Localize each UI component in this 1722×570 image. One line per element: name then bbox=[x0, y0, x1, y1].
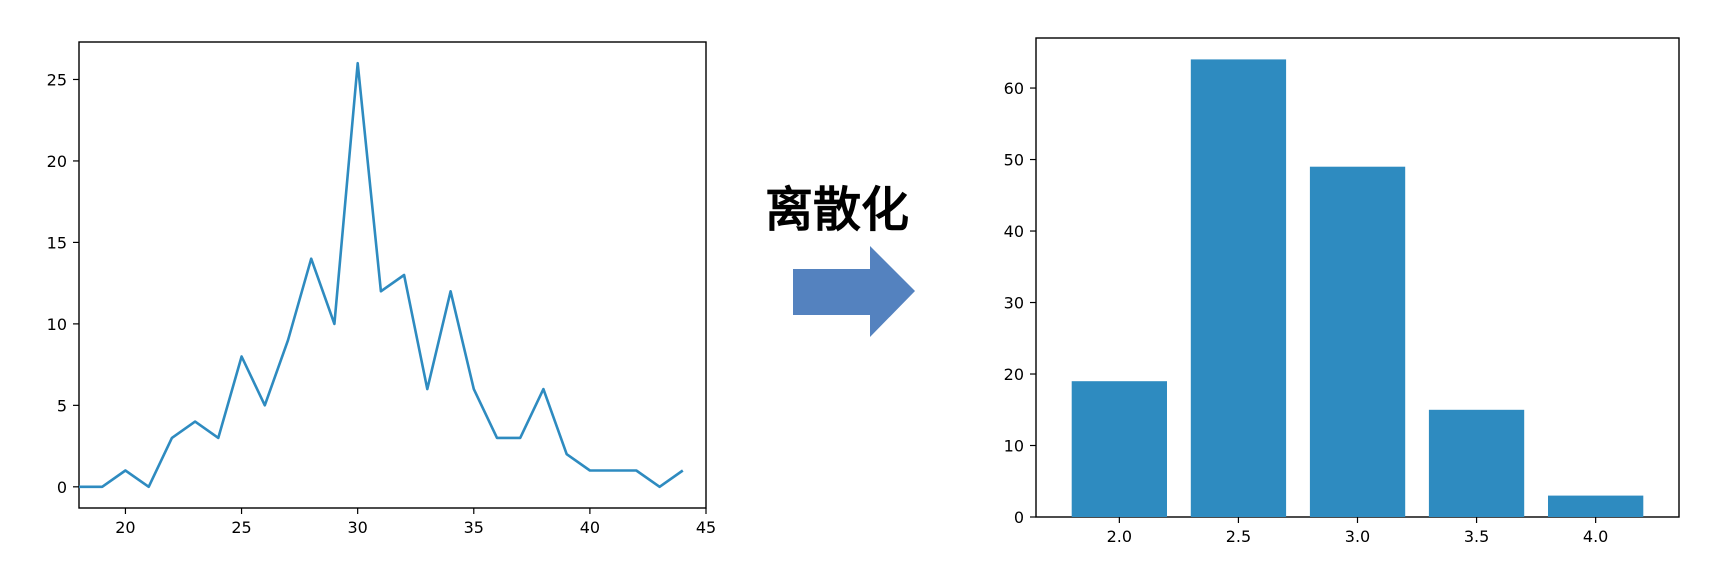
x-tick-label: 4.0 bbox=[1583, 527, 1608, 546]
y-tick-label: 50 bbox=[1004, 151, 1024, 170]
x-tick-label: 25 bbox=[231, 518, 251, 537]
x-tick-label: 3.5 bbox=[1464, 527, 1489, 546]
line-series bbox=[79, 61, 684, 489]
y-tick-label: 10 bbox=[1004, 437, 1024, 456]
x-tick-label: 2.5 bbox=[1226, 527, 1251, 546]
y-tick-label: 0 bbox=[57, 478, 67, 497]
bar bbox=[1190, 59, 1287, 518]
bar-chart-marks bbox=[1071, 59, 1644, 518]
line-chart-y-axis: 0 5 10 15 20 25 bbox=[47, 70, 79, 497]
right-arrow-icon bbox=[793, 246, 915, 337]
y-tick-label: 25 bbox=[47, 70, 67, 89]
x-tick-label: 20 bbox=[115, 518, 135, 537]
y-tick-label: 20 bbox=[1004, 365, 1024, 384]
y-tick-label: 15 bbox=[47, 233, 67, 252]
line-chart-marks bbox=[79, 61, 684, 489]
x-tick-label: 45 bbox=[696, 518, 716, 537]
bar-chart-y-axis: 0 10 20 30 40 50 60 bbox=[1004, 79, 1036, 527]
x-tick-label: 2.0 bbox=[1107, 527, 1132, 546]
y-tick-label: 5 bbox=[57, 396, 67, 415]
discretization-label: 离散化 bbox=[765, 182, 909, 238]
line-chart-x-axis: 20 25 30 35 40 45 bbox=[115, 508, 716, 537]
bar bbox=[1548, 495, 1644, 517]
bar-chart-x-axis: 2.0 2.5 3.0 3.5 4.0 bbox=[1107, 517, 1608, 546]
y-tick-label: 10 bbox=[47, 315, 67, 334]
line-chart: 20 25 30 35 40 45 0 5 10 15 20 25 bbox=[47, 41, 716, 537]
x-tick-label: 30 bbox=[347, 518, 367, 537]
x-tick-label: 3.0 bbox=[1345, 527, 1370, 546]
line-chart-plot-frame bbox=[78, 41, 707, 509]
y-tick-label: 20 bbox=[47, 152, 67, 171]
y-tick-label: 60 bbox=[1004, 79, 1024, 98]
bar-chart: 2.0 2.5 3.0 3.5 4.0 0 10 20 30 40 50 60 bbox=[1004, 37, 1680, 546]
y-tick-label: 0 bbox=[1014, 508, 1024, 527]
y-tick-label: 40 bbox=[1004, 222, 1024, 241]
y-tick-label: 30 bbox=[1004, 294, 1024, 313]
bar bbox=[1309, 166, 1406, 517]
x-tick-label: 35 bbox=[464, 518, 484, 537]
x-tick-label: 40 bbox=[580, 518, 600, 537]
bar bbox=[1428, 409, 1525, 517]
bar bbox=[1071, 381, 1167, 517]
